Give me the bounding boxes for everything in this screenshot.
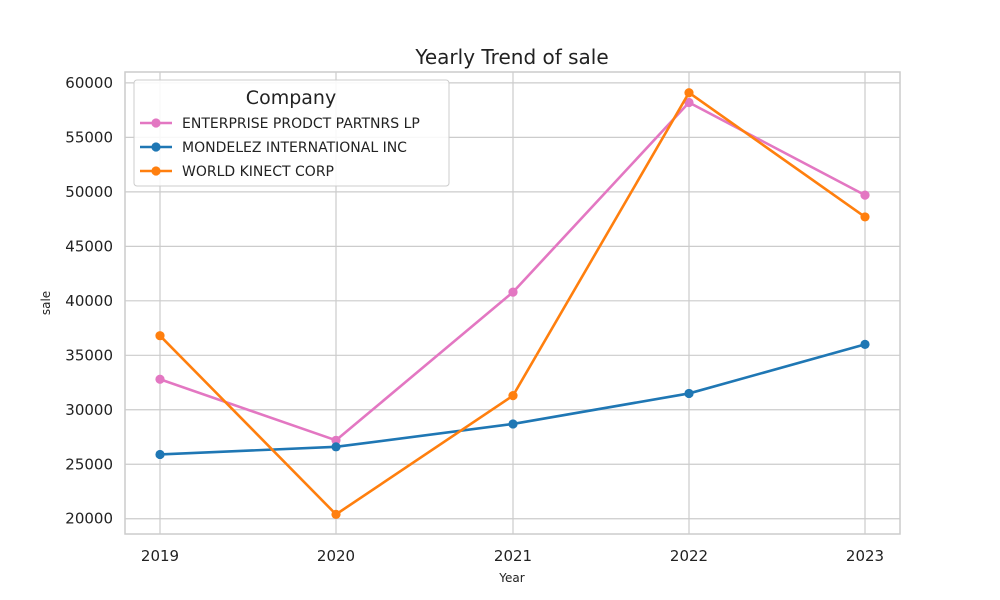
data-point xyxy=(860,212,870,222)
y-axis-label: sale xyxy=(39,291,53,315)
legend-title: Company xyxy=(246,87,336,109)
x-tick-label: 2020 xyxy=(317,547,355,565)
data-point xyxy=(684,97,694,108)
data-point xyxy=(508,419,518,429)
series-group xyxy=(155,88,870,519)
y-tick-label: 55000 xyxy=(65,128,113,146)
data-point xyxy=(860,190,870,200)
y-tick-label: 35000 xyxy=(65,346,113,364)
y-tick-label: 20000 xyxy=(65,510,113,528)
y-tick-label: 45000 xyxy=(65,237,113,255)
legend-marker xyxy=(151,118,161,128)
legend-box xyxy=(133,79,450,187)
x-tick-label: 2019 xyxy=(141,547,179,565)
legend-label: MONDELEZ INTERNATIONAL INC xyxy=(182,140,407,156)
data-point xyxy=(508,287,518,297)
y-tick-label: 25000 xyxy=(65,455,113,473)
y-tick-label: 50000 xyxy=(65,183,113,201)
legend-items: ENTERPRISE PRODCT PARTNRS LP MONDELEZ INT… xyxy=(140,116,420,180)
legend-marker xyxy=(151,142,161,152)
x-tick-labels: 2019 2020 2021 2022 2023 xyxy=(141,547,884,565)
x-tick-label: 2022 xyxy=(670,547,708,565)
y-tick-labels: 20000 25000 30000 35000 40000 45000 50000 55000… xyxy=(65,74,113,528)
y-tick-label: 40000 xyxy=(65,292,113,310)
legend-label: ENTERPRISE PRODCT PARTNRS LP xyxy=(182,116,420,132)
legend-item: WORLD KINECT CORP xyxy=(140,164,334,180)
data-point xyxy=(155,331,165,341)
data-point xyxy=(508,391,518,401)
legend-label: WORLD KINECT CORP xyxy=(182,164,334,180)
legend-item: MONDELEZ INTERNATIONAL INC xyxy=(140,140,407,156)
data-point xyxy=(155,449,165,460)
data-point xyxy=(155,374,165,384)
data-point xyxy=(684,88,694,98)
y-tick-label: 60000 xyxy=(65,74,113,92)
data-point xyxy=(684,388,694,399)
data-point xyxy=(331,435,341,445)
x-axis-label: Year xyxy=(498,571,524,585)
x-tick-label: 2023 xyxy=(846,547,884,565)
legend-item: ENTERPRISE PRODCT PARTNRS LP xyxy=(140,116,420,132)
legend: Company ENTERPRISE PRODCT PARTNRS LP MOND… xyxy=(133,79,450,187)
data-point xyxy=(331,442,341,452)
legend-marker xyxy=(151,166,161,176)
data-point xyxy=(331,509,341,519)
x-tick-label: 2021 xyxy=(494,547,532,565)
series-group xyxy=(155,339,870,460)
chart-title: Yearly Trend of sale xyxy=(414,45,608,69)
y-tick-label: 30000 xyxy=(65,401,113,419)
series-lines xyxy=(155,88,870,519)
data-point xyxy=(860,339,870,350)
